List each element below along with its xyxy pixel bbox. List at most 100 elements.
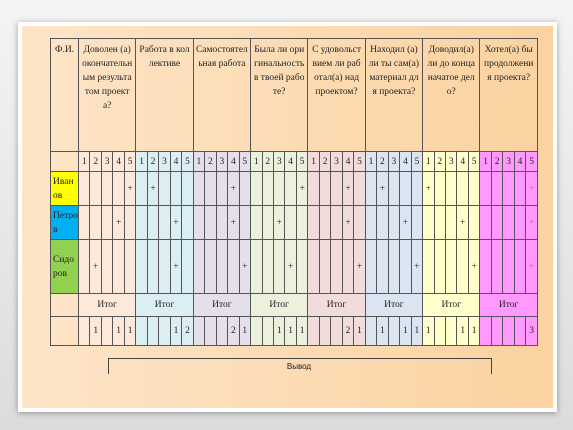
total-label: Итог xyxy=(135,293,194,317)
empty-cell xyxy=(318,171,332,206)
empty-cell xyxy=(364,171,378,206)
empty-cell xyxy=(387,171,401,206)
empty-cell xyxy=(490,205,504,240)
empty-cell xyxy=(215,316,229,346)
empty-cell xyxy=(376,239,389,294)
empty-cell xyxy=(307,171,320,206)
empty-cell xyxy=(261,316,274,346)
answer-mark: + xyxy=(112,205,125,240)
empty-cell xyxy=(307,316,320,346)
total-label: Итог xyxy=(364,293,424,317)
empty-cell xyxy=(318,239,332,294)
empty-cell xyxy=(100,239,114,294)
empty-cell xyxy=(467,205,481,240)
empty-cell xyxy=(513,316,527,346)
student-name: Петров xyxy=(50,205,79,240)
scale-label: 3 xyxy=(387,151,401,172)
total-label-row: Итог Итог Итог Итог Итог Итог Итог Итог xyxy=(50,293,538,317)
answer-mark: + xyxy=(467,239,481,294)
bracket xyxy=(108,358,492,374)
empty-cell xyxy=(181,239,194,294)
answer-mark: + xyxy=(376,171,389,206)
scale-label: 3 xyxy=(158,151,171,172)
scale-label: 4 xyxy=(399,151,412,172)
empty-cell xyxy=(456,239,469,294)
student-row: Иванов + + + + + + + + xyxy=(50,171,538,206)
scale-label: 2 xyxy=(318,151,332,172)
empty-cell xyxy=(433,239,447,294)
empty-cell xyxy=(284,171,297,206)
empty-cell xyxy=(50,151,79,172)
total-count: 1 xyxy=(399,316,412,346)
empty-cell xyxy=(272,171,286,206)
empty-cell xyxy=(169,171,183,206)
empty-cell xyxy=(444,171,458,206)
empty-cell xyxy=(250,239,263,294)
empty-cell xyxy=(376,205,389,240)
empty-cell xyxy=(50,316,79,346)
empty-cell xyxy=(89,171,102,206)
question-header: Хотел(а) бы продолжения проекта? xyxy=(479,38,538,152)
scale-label: 1 xyxy=(479,151,492,172)
scale-label: 4 xyxy=(341,151,355,172)
total-count: 1 xyxy=(89,316,102,346)
answer-mark: + xyxy=(89,239,102,294)
empty-cell xyxy=(77,316,91,346)
empty-cell xyxy=(204,239,217,294)
empty-cell xyxy=(261,205,274,240)
total-count: 1 xyxy=(456,316,469,346)
total-count: 1 xyxy=(123,316,137,346)
empty-cell xyxy=(502,239,515,294)
empty-cell xyxy=(135,205,148,240)
scale-label: 5 xyxy=(353,151,366,172)
empty-cell xyxy=(444,239,458,294)
empty-cell xyxy=(250,205,263,240)
student-row: Сидоров + + + + + + + + xyxy=(50,239,538,294)
student-row: Петров + + + + + + + + xyxy=(50,205,538,240)
total-count: 3 xyxy=(525,316,538,346)
question-header: Работа в коллективе xyxy=(135,38,194,152)
answer-mark: + xyxy=(341,171,355,206)
empty-cell xyxy=(513,171,527,206)
empty-cell xyxy=(158,205,171,240)
scale-label: 2 xyxy=(204,151,217,172)
question-header: Доводил(а) ли до конца начатое дело? xyxy=(422,38,481,152)
scale-label: 1 xyxy=(307,151,320,172)
total-count: 1 xyxy=(112,316,125,346)
scale-label: 1 xyxy=(250,151,263,172)
empty-cell xyxy=(112,239,125,294)
total-label: Итог xyxy=(422,293,481,317)
empty-cell xyxy=(433,316,447,346)
total-count: 1 xyxy=(410,316,424,346)
empty-cell xyxy=(399,239,412,294)
empty-cell xyxy=(77,205,91,240)
scale-label: 1 xyxy=(422,151,435,172)
scale-label: 3 xyxy=(215,151,229,172)
scale-label: 3 xyxy=(502,151,515,172)
scale-label: 5 xyxy=(181,151,194,172)
scale-label: 5 xyxy=(295,151,309,172)
scale-label: 2 xyxy=(433,151,447,172)
total-count: 2 xyxy=(341,316,355,346)
empty-cell xyxy=(158,171,171,206)
total-count: 1 xyxy=(272,316,286,346)
empty-cell xyxy=(215,171,229,206)
empty-cell xyxy=(387,316,401,346)
scale-label: 4 xyxy=(284,151,297,172)
answer-mark: + xyxy=(422,171,435,206)
answer-mark: + xyxy=(169,205,183,240)
scale-label: 1 xyxy=(192,151,206,172)
slide-card: Ф.И. Доволен (а) окончательным результато… xyxy=(18,22,557,412)
total-label: Итог xyxy=(307,293,366,317)
empty-cell xyxy=(261,171,274,206)
empty-cell xyxy=(387,205,401,240)
question-header: Доволен (а) окончательным результатом пр… xyxy=(77,38,137,152)
total-count: 1 xyxy=(353,316,366,346)
empty-cell xyxy=(330,239,343,294)
slide: Ф.И. Доволен (а) окончательным результато… xyxy=(22,26,553,408)
empty-cell xyxy=(146,205,160,240)
scale-label: 3 xyxy=(272,151,286,172)
empty-cell xyxy=(479,239,492,294)
empty-cell xyxy=(330,205,343,240)
